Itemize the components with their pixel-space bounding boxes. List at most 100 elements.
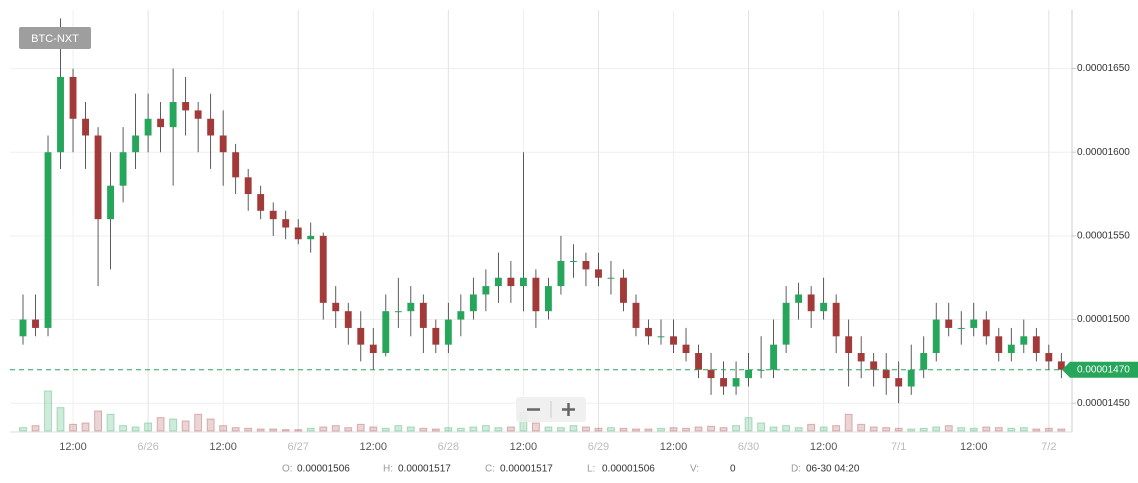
volume-bar [1057, 428, 1066, 432]
info-label: D: [791, 464, 801, 475]
volume-layer [19, 390, 1066, 432]
volume-bar [769, 426, 778, 432]
volume-bar [944, 425, 953, 432]
x-tick-label: 7/2 [1041, 441, 1056, 453]
volume-bar [794, 427, 803, 432]
x-tick-label: 12:00 [660, 441, 688, 453]
volume-bar [594, 427, 603, 432]
volume-bar [994, 427, 1003, 432]
candle-body [219, 135, 227, 153]
info-value: 0.00001506 [602, 464, 655, 475]
volume-bar [331, 425, 340, 432]
x-tick-label: 6/27 [288, 441, 309, 453]
candle-body [895, 378, 903, 387]
y-tick-label: 0.00001500 [1077, 314, 1130, 325]
y-tick-label: 0.00001550 [1077, 231, 1130, 242]
candle-body [469, 294, 477, 312]
symbol-badge [19, 27, 91, 49]
volume-bar [281, 429, 290, 432]
volume-bar [444, 427, 453, 432]
volume-bar [381, 427, 390, 432]
candle-layer [19, 18, 1065, 404]
candle-body [294, 227, 302, 240]
candle-body [782, 302, 790, 345]
candle-body [695, 353, 702, 370]
candle-body [569, 260, 577, 262]
volume-bar [882, 427, 891, 432]
volume-bar [632, 428, 640, 432]
candle-body [1007, 344, 1015, 354]
volume-bar [894, 427, 903, 432]
y-tick-label: 0.00001600 [1077, 147, 1130, 158]
candle-body [932, 319, 940, 354]
volume-bar [644, 428, 653, 432]
volume-bar [1007, 427, 1016, 432]
candle-body [332, 302, 340, 312]
volume-bar [506, 426, 515, 432]
volume-bar [394, 425, 403, 432]
candle-body [670, 336, 677, 345]
volume-bar [469, 426, 478, 432]
info-value: 0.00001517 [500, 464, 553, 475]
y-tick-label: 0.00001650 [1077, 63, 1130, 74]
volume-bar [682, 427, 690, 432]
candle-body [32, 319, 39, 328]
volume-bar [782, 425, 791, 432]
candle-body [482, 286, 490, 295]
candle-body [419, 302, 427, 328]
candle-body [544, 286, 552, 312]
volume-bar [719, 427, 728, 432]
volume-bar [19, 427, 27, 432]
candle-body [307, 235, 315, 240]
candle-body [945, 319, 953, 328]
candle-body [957, 327, 965, 329]
candle-body [282, 219, 290, 228]
candle-body [557, 260, 565, 287]
candle-body [882, 369, 890, 379]
candle-body [807, 294, 815, 312]
zoom-out-button[interactable] [518, 399, 550, 420]
info-label: O: [282, 464, 293, 475]
x-tick-label: 12:00 [960, 441, 988, 453]
volume-bar [957, 427, 966, 432]
volume-bar [244, 427, 253, 432]
x-tick-label: 12:00 [810, 441, 838, 453]
volume-bar [431, 428, 440, 432]
candle-body [1020, 336, 1028, 345]
candle-body [732, 378, 740, 387]
x-tick-label: 6/29 [588, 441, 609, 453]
volume-bar [544, 426, 553, 432]
volume-bar [619, 427, 628, 432]
candle-body [182, 102, 190, 111]
candle-body [494, 277, 502, 287]
candle-body [657, 336, 665, 338]
volume-bar [119, 425, 128, 432]
candle-body [232, 152, 240, 178]
info-label: L: [587, 464, 595, 475]
candle-body [19, 319, 27, 337]
volume-bar [456, 427, 465, 432]
ohlc-info: O: 0.00001506 H: 0.00001517 C: 0.00001517 L: 0.… [282, 464, 860, 475]
candle-body [1045, 353, 1053, 362]
volume-bar [857, 423, 866, 432]
volume-bar [81, 422, 90, 432]
volume-bar [144, 422, 153, 432]
volume-bar [707, 425, 715, 432]
candle-body [157, 118, 165, 128]
candle-body [407, 302, 415, 312]
volume-bar [869, 426, 878, 432]
volume-bar [306, 427, 315, 432]
volume-bar [494, 427, 503, 432]
candle-body [632, 302, 640, 328]
x-tick-label: 6/30 [738, 441, 759, 453]
info-label: V: [690, 464, 699, 475]
candle-body [920, 353, 928, 370]
candle-body [795, 294, 803, 303]
volume-bar [219, 425, 228, 432]
zoom-in-button[interactable] [552, 399, 584, 420]
volume-bar [556, 427, 565, 432]
candle-body [507, 277, 515, 287]
volume-bar [156, 417, 165, 432]
candle-body [269, 210, 277, 220]
volume-bar [31, 425, 40, 432]
